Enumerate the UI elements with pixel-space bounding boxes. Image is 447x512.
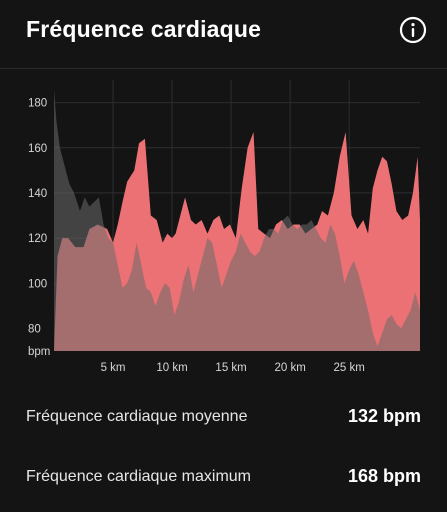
max-heart-rate-label: Fréquence cardiaque maximum xyxy=(26,468,251,485)
header-divider xyxy=(0,68,447,69)
y-axis-unit-label: bpm xyxy=(28,346,50,358)
y-tick-label-180: 180 xyxy=(28,98,47,110)
x-tick-label-10: 10 km xyxy=(156,362,187,374)
info-icon[interactable] xyxy=(399,16,427,44)
card-header: Fréquence cardiaque xyxy=(26,12,427,52)
average-heart-rate-label: Fréquence cardiaque moyenne xyxy=(26,408,248,425)
average-heart-rate-value: 132 bpm xyxy=(347,406,421,426)
y-tick-label-140: 140 xyxy=(28,188,47,200)
y-tick-label-120: 120 xyxy=(28,233,47,245)
y-tick-label-100: 100 xyxy=(28,278,47,290)
x-tick-label-20: 20 km xyxy=(274,362,305,374)
x-tick-label-25: 25 km xyxy=(333,362,364,374)
y-tick-label-160: 160 xyxy=(28,143,47,155)
series-area-1 xyxy=(54,89,420,352)
heart-rate-chart: 80 100 120 140 160 180 bpm 5 km 10 km 15 km 20 km 2… xyxy=(28,80,420,374)
max-heart-rate-value: 168 bpm xyxy=(347,466,421,486)
stat-row-maximum: Fréquence cardiaque maximum 168 bpm xyxy=(26,462,421,492)
stat-row-average: Fréquence cardiaque moyenne 132 bpm xyxy=(26,402,421,432)
y-tick-label-80: 80 xyxy=(28,323,41,335)
page-title: Fréquence cardiaque xyxy=(26,16,262,42)
x-tick-label-15: 15 km xyxy=(215,362,246,374)
x-tick-label-5: 5 km xyxy=(101,362,126,374)
